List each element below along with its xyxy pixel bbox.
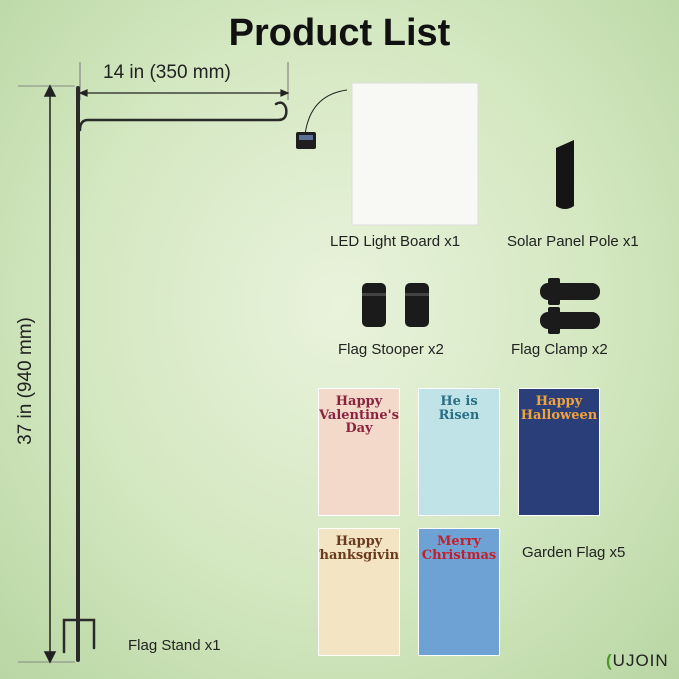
flag-stand-label: Flag Stand x1 bbox=[128, 637, 221, 654]
solar-panel-pole bbox=[556, 140, 574, 209]
solar-cable bbox=[304, 89, 348, 136]
flag-stooper-drawing bbox=[362, 283, 429, 327]
height-label: 37 in (940 mm) bbox=[15, 317, 36, 445]
garden-flag-label: Garden Flag x5 bbox=[522, 544, 626, 561]
flag-clamp-drawing bbox=[540, 278, 600, 334]
flag-text: Merry Christmas bbox=[421, 534, 497, 563]
thanksgiving-flag: Happy Thanksgiving bbox=[318, 528, 400, 656]
valentines-flag: Happy Valentine's Day bbox=[318, 388, 400, 516]
solar-pole-label: Solar Panel Pole x1 bbox=[507, 233, 639, 250]
clamp-label: Flag Clamp x2 bbox=[511, 341, 608, 358]
easter-flag: He is Risen bbox=[418, 388, 500, 516]
flag-text: Happy Halloween bbox=[520, 394, 598, 423]
flag-stand-pole bbox=[62, 86, 288, 662]
led-light-board bbox=[351, 82, 479, 226]
width-dimension-arrow bbox=[78, 62, 290, 100]
logo-text: UJOIN bbox=[612, 651, 669, 670]
halloween-flag: Happy Halloween bbox=[518, 388, 600, 516]
page-title: Product List bbox=[228, 12, 451, 54]
brand-logo: (UJOIN bbox=[606, 651, 669, 670]
solar-panel-icon bbox=[296, 132, 316, 149]
christmas-flag: Merry Christmas bbox=[418, 528, 500, 656]
flag-text: Happy Valentine's Day bbox=[319, 394, 399, 437]
flag-text: He is Risen bbox=[438, 394, 480, 423]
flag-text: Happy Thanksgiving bbox=[319, 534, 400, 563]
stooper-label: Flag Stooper x2 bbox=[338, 341, 444, 358]
height-dimension-arrow bbox=[18, 84, 75, 664]
led-board-label: LED Light Board x1 bbox=[330, 233, 461, 250]
width-label: 14 in (350 mm) bbox=[103, 62, 231, 83]
